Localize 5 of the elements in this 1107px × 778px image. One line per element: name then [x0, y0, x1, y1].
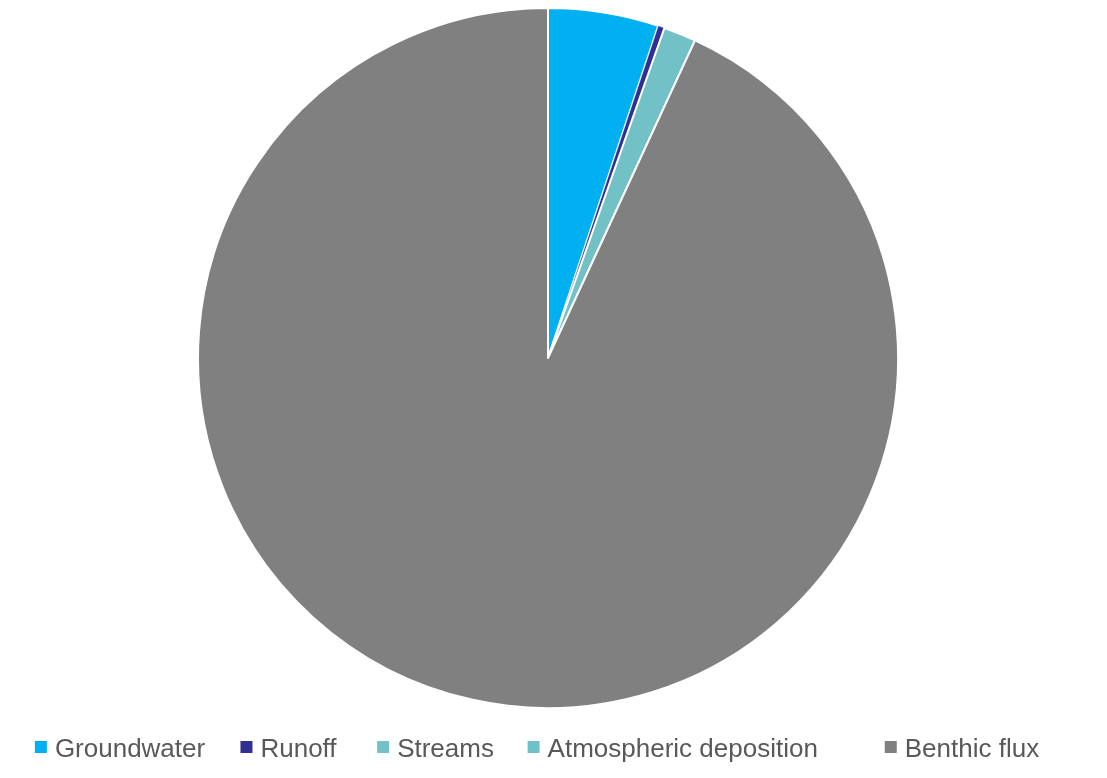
legend-label: Atmospheric deposition: [547, 733, 818, 763]
legend-label: Runoff: [260, 733, 338, 763]
legend-label: Streams: [397, 733, 494, 763]
legend-label: Benthic flux: [904, 733, 1040, 763]
legend-label: Groundwater: [54, 733, 206, 763]
